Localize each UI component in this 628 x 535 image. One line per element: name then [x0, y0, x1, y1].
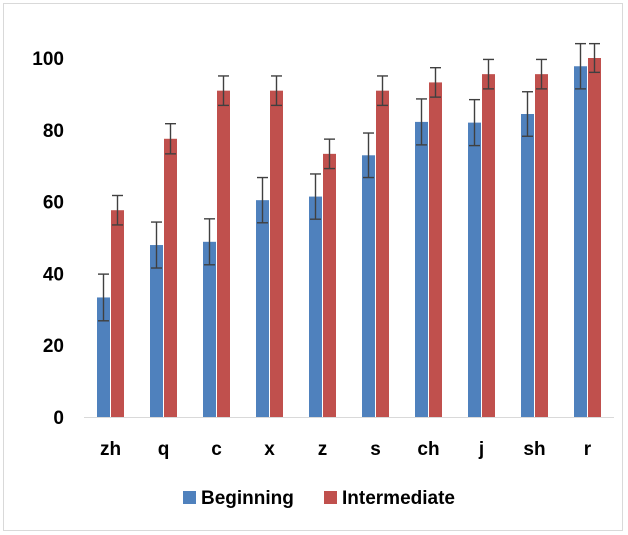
bar-beginning-z [309, 196, 322, 417]
x-tick-label: c [211, 439, 222, 460]
x-tick-label: q [158, 439, 170, 460]
bars [97, 58, 601, 418]
bar-beginning-j [468, 122, 481, 418]
legend-swatch-intermediate [324, 491, 337, 504]
y-tick-label: 40 [43, 264, 64, 285]
y-tick-label: 60 [43, 193, 64, 214]
error-bar-beginning-z [310, 173, 321, 220]
legend: Beginning Intermediate [183, 488, 455, 509]
bar-intermediate-c [217, 90, 230, 417]
error-bar-beginning-r [575, 42, 586, 90]
x-axis-ticks: zh q c x z s ch j sh r [100, 439, 592, 460]
legend-swatch-beginning [183, 491, 196, 504]
bar-beginning-q [150, 245, 163, 417]
error-bars [98, 42, 600, 322]
bar-intermediate-z [323, 153, 336, 417]
y-tick-label: 20 [43, 336, 64, 357]
bar-intermediate-j [482, 74, 495, 417]
bar-intermediate-x [270, 90, 283, 417]
bar-beginning-c [203, 241, 216, 417]
y-tick-label: 100 [32, 49, 64, 70]
error-bar-intermediate-j [483, 58, 494, 90]
bar-beginning-zh [97, 297, 110, 417]
error-bar-intermediate-c [218, 75, 229, 107]
y-tick-label: 80 [43, 121, 64, 142]
bar-intermediate-r [588, 58, 601, 417]
bar-beginning-x [256, 200, 269, 417]
legend-label-intermediate: Intermediate [342, 488, 455, 509]
error-bar-intermediate-sh [536, 58, 547, 90]
x-tick-label: sh [523, 439, 545, 460]
x-tick-label: zh [100, 439, 121, 460]
error-bar-beginning-s [363, 132, 374, 179]
legend-label-beginning: Beginning [201, 488, 294, 509]
x-tick-label: r [584, 439, 592, 460]
x-tick-label: ch [417, 439, 439, 460]
bar-intermediate-ch [429, 82, 442, 418]
y-tick-label: 0 [53, 408, 64, 429]
bar-beginning-r [574, 66, 587, 417]
error-bar-intermediate-q [165, 122, 176, 155]
bar-beginning-sh [521, 114, 534, 417]
error-bar-intermediate-ch [430, 66, 441, 98]
error-bar-intermediate-s [377, 75, 388, 107]
error-bar-beginning-q [151, 221, 162, 269]
error-bar-beginning-ch [416, 98, 427, 146]
error-bar-intermediate-zh [112, 194, 123, 226]
bar-intermediate-zh [111, 210, 124, 417]
x-tick-label: s [370, 439, 381, 460]
error-bar-beginning-j [469, 98, 480, 147]
bar-beginning-s [362, 155, 375, 417]
x-tick-label: x [264, 439, 275, 460]
error-bar-beginning-c [204, 218, 215, 266]
bar-beginning-ch [415, 121, 428, 417]
error-bar-beginning-x [257, 176, 268, 224]
error-bar-beginning-sh [522, 91, 533, 137]
bar-intermediate-sh [535, 74, 548, 417]
chart-frame [3, 3, 623, 531]
x-tick-label: z [318, 439, 328, 460]
error-bar-intermediate-z [324, 138, 335, 170]
error-bar-intermediate-x [271, 75, 282, 107]
y-axis-ticks: 0 20 40 60 80 100 [32, 49, 64, 429]
x-tick-label: j [478, 439, 484, 460]
error-bar-intermediate-r [589, 42, 600, 74]
bar-intermediate-s [376, 90, 389, 417]
bar-intermediate-q [164, 138, 177, 417]
error-bar-beginning-zh [98, 273, 109, 322]
